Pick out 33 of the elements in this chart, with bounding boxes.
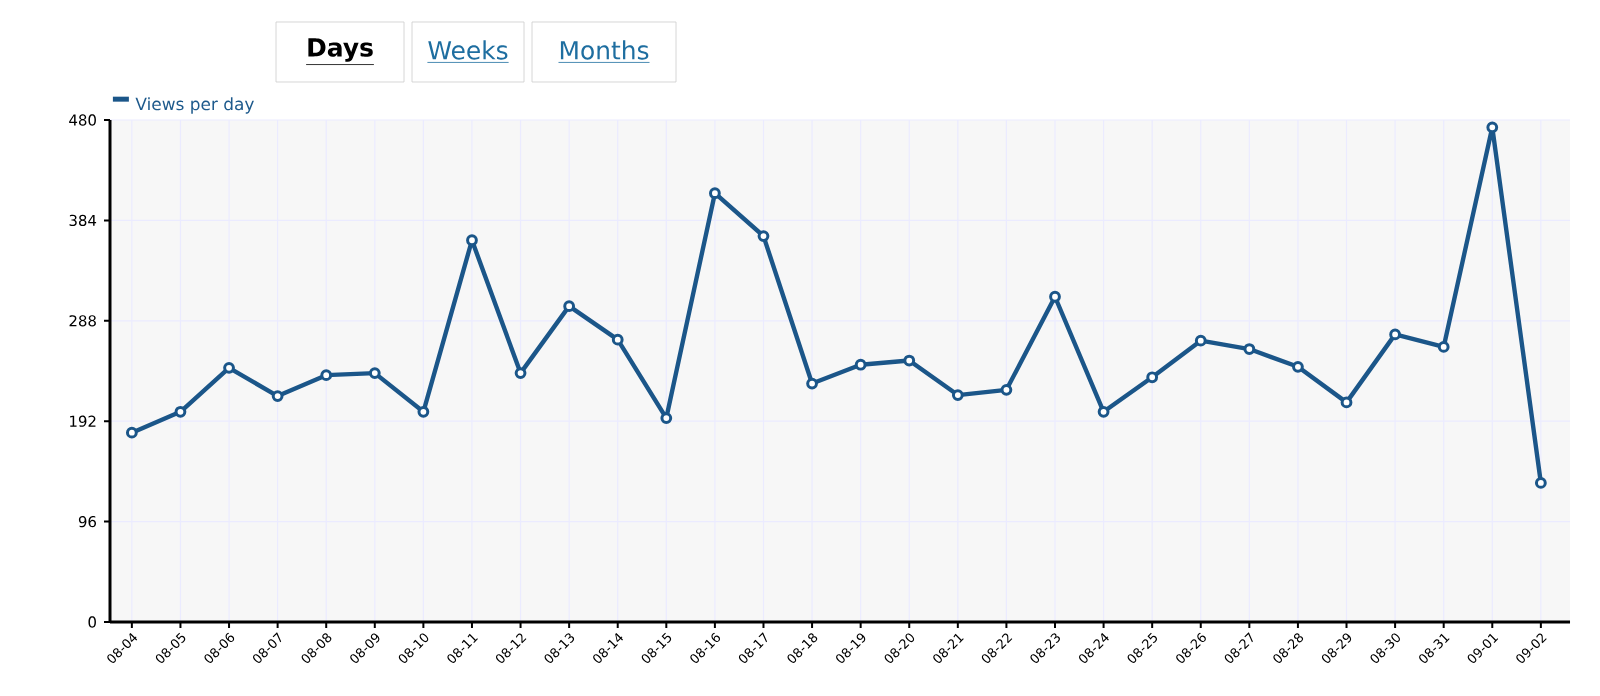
point bbox=[1097, 405, 1110, 418]
text: Weeks bbox=[428, 40, 508, 60]
point bbox=[514, 367, 527, 379]
text: Days bbox=[308, 38, 373, 62]
text: Months bbox=[560, 40, 649, 60]
point bbox=[417, 405, 430, 418]
point bbox=[1534, 477, 1547, 489]
point bbox=[223, 361, 235, 374]
point bbox=[1486, 121, 1499, 134]
point bbox=[1000, 383, 1013, 396]
point bbox=[1194, 334, 1207, 347]
point bbox=[368, 367, 381, 379]
point bbox=[1389, 328, 1402, 341]
point bbox=[709, 187, 721, 200]
point bbox=[174, 405, 187, 418]
point bbox=[854, 358, 867, 371]
point bbox=[320, 369, 333, 382]
point bbox=[125, 426, 138, 439]
point bbox=[563, 300, 576, 313]
point bbox=[271, 390, 284, 402]
point bbox=[806, 377, 818, 390]
point bbox=[1292, 360, 1304, 373]
point bbox=[1340, 396, 1353, 409]
point bbox=[1049, 290, 1061, 303]
point bbox=[951, 389, 964, 401]
point bbox=[660, 412, 673, 424]
point bbox=[611, 333, 624, 346]
point bbox=[1437, 341, 1450, 353]
point bbox=[757, 230, 770, 242]
point bbox=[1243, 343, 1256, 355]
point bbox=[1146, 371, 1159, 384]
point bbox=[903, 354, 916, 367]
legend-label: Views per day bbox=[135, 97, 254, 114]
